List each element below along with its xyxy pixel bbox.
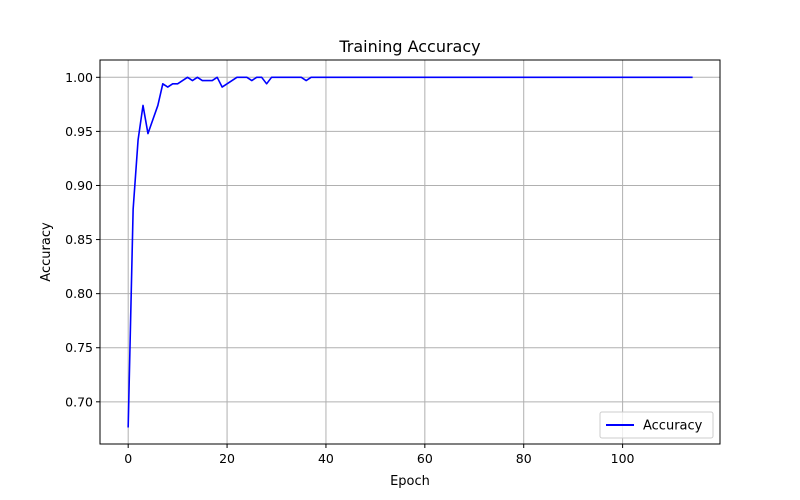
x-tick-label: 100 xyxy=(611,451,635,466)
y-tick-label: 0.95 xyxy=(65,124,93,139)
series-layer xyxy=(127,76,693,428)
x-tick-label: 60 xyxy=(417,451,433,466)
x-tick-label: 80 xyxy=(516,451,532,466)
series-line-accuracy xyxy=(127,76,693,428)
x-axis-label: Epoch xyxy=(390,474,430,489)
y-tick-label: 0.80 xyxy=(65,286,93,301)
legend: Accuracy xyxy=(599,411,714,439)
y-tick-label: 0.85 xyxy=(65,232,93,247)
x-tick-label: 40 xyxy=(318,451,334,466)
x-tick-label: 0 xyxy=(124,451,132,466)
y-tick-label: 0.75 xyxy=(65,340,93,355)
x-tick-label: 20 xyxy=(219,451,235,466)
axis-ticks: 0 20 40 60 80 100 0.70 0.75 0.80 0.85 0.90 0.95 1.00 xyxy=(65,70,634,466)
chart-title: Training Accuracy xyxy=(338,37,480,56)
y-axis-label: Accuracy xyxy=(39,222,54,282)
y-tick-label: 0.90 xyxy=(65,178,93,193)
legend-label-accuracy: Accuracy xyxy=(643,419,703,434)
y-tick-label: 0.70 xyxy=(65,394,93,409)
y-tick-label: 1.00 xyxy=(65,70,93,85)
legend-box xyxy=(599,411,714,439)
plot-area-frame xyxy=(99,59,721,445)
grid-lines xyxy=(100,60,720,444)
